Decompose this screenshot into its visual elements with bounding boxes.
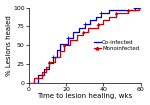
Y-axis label: % Lesions healed: % Lesions healed [6,15,12,76]
Legend: Co-infected, Monoinfected: Co-infected, Monoinfected [93,39,140,51]
X-axis label: Time to lesion healing, wks: Time to lesion healing, wks [37,93,132,99]
